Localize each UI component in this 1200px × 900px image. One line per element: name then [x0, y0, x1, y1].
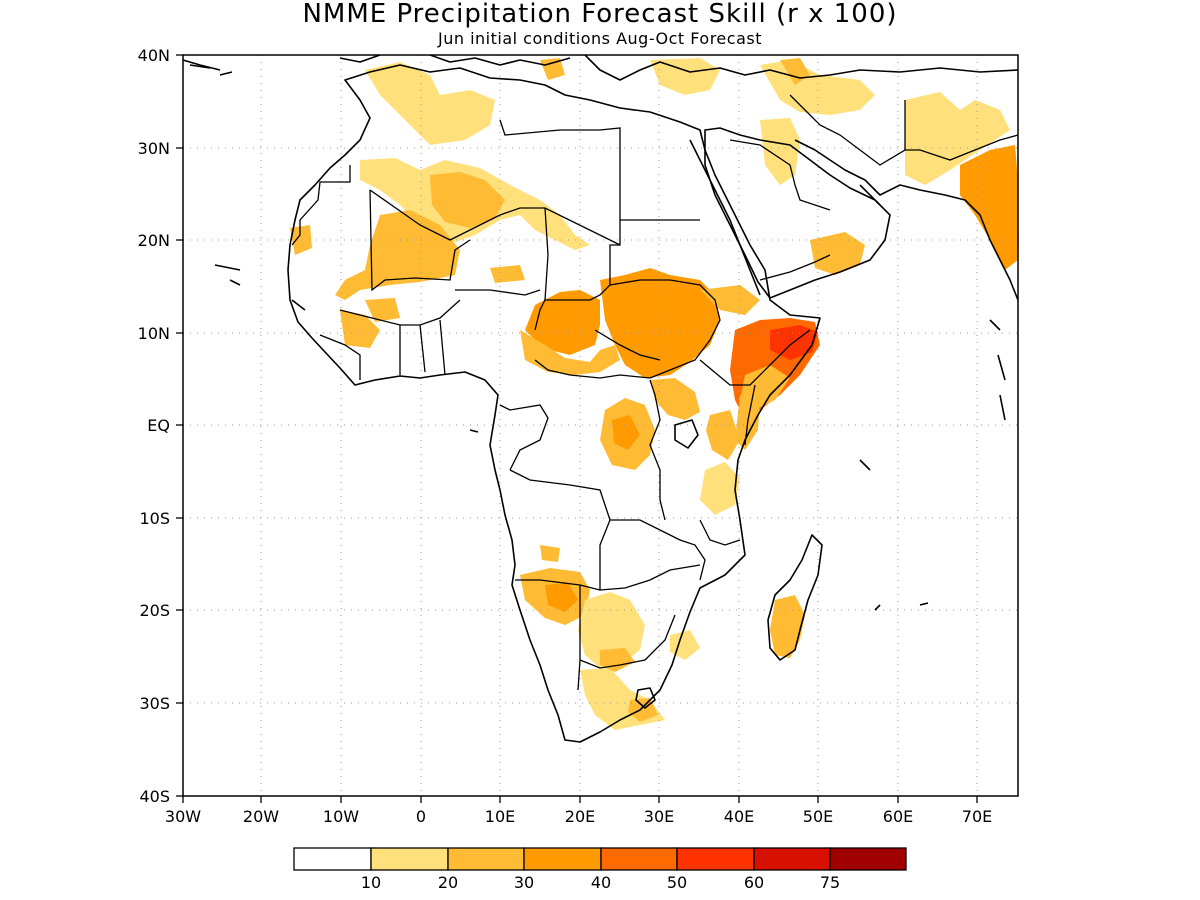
lat-tick-label: 10N: [138, 324, 170, 343]
lake-victoria: [674, 419, 699, 449]
coastlines: [183, 55, 1018, 743]
lat-tick-label: 40N: [138, 46, 170, 65]
map-title: NMME Precipitation Forecast Skill (r x 1…: [302, 0, 897, 29]
lat-tick-label: 20S: [139, 601, 170, 620]
madagascar-coastline: [767, 534, 823, 661]
skill-region-mali-niger-sahel: [810, 232, 865, 275]
skill-region-sahara-central: [430, 172, 505, 228]
lat-tick-label: 20N: [138, 231, 170, 250]
colorbar-label: 40: [591, 873, 611, 892]
lon-tick-label: 10W: [323, 807, 359, 826]
lon-tick-label: 60E: [883, 807, 913, 826]
skill-region-sahara-central: [600, 648, 635, 672]
colorbar-label: 10: [361, 873, 381, 892]
skill-region-east-africa-lakes: [650, 378, 700, 420]
lat-tick-label: 30N: [138, 139, 170, 158]
skill-region-east-africa-lakes: [706, 410, 740, 460]
skill-region-chad-cameroon: [545, 583, 578, 612]
colorbar-label: 30: [514, 873, 534, 892]
lat-tick-label: 40S: [139, 787, 170, 806]
lat-tick-label: EQ: [147, 416, 170, 435]
colorbar-swatch: [676, 847, 755, 871]
skill-region-sahara-central: [520, 330, 620, 375]
skill-region-botswana-south-africa: [578, 592, 645, 668]
colorbar-swatch: [370, 847, 449, 871]
skill-region-mediterranean-middle-east: [650, 58, 720, 95]
colorbar-label: 75: [820, 873, 840, 892]
skill-region-north-africa-algeria: [365, 62, 495, 145]
lon-tick-label: 20W: [243, 807, 279, 826]
skill-region-mali-niger-sahel: [340, 310, 380, 348]
skill-region-mali-niger-sahel: [490, 265, 525, 283]
colorbar-swatch: [293, 847, 372, 871]
lon-tick-label: 50E: [803, 807, 833, 826]
skill-region-sahara-central: [385, 245, 450, 280]
lon-tick-label: 40E: [724, 807, 754, 826]
skill-region-sahara-central: [782, 612, 800, 640]
latitude-axis: 40N 30N 20N 10N EQ 10S 20S 30S 40S: [138, 46, 183, 806]
skill-region-mediterranean-middle-east: [760, 118, 800, 185]
colorbar-swatch: [447, 847, 525, 871]
colorbar-swatch: [523, 847, 602, 871]
lon-tick-label: 20E: [565, 807, 595, 826]
lon-tick-label: 30E: [644, 807, 674, 826]
colorbar-swatch: [829, 847, 907, 871]
plot-area: [183, 55, 1018, 796]
colorbar-label: 60: [744, 873, 764, 892]
longitude-axis: 30W 20W 10W 0 10E 20E 30E 40E 50E 60E 70…: [165, 796, 992, 826]
skill-region-chad-cameroon: [620, 282, 690, 335]
country-borders: [291, 94, 1018, 691]
map-subtitle: Jun initial conditions Aug-Oct Forecast: [437, 29, 762, 48]
lat-tick-label: 30S: [139, 694, 170, 713]
skill-region-mali-niger-sahel: [540, 58, 565, 80]
asia-coastline: [794, 139, 1018, 301]
colorbar-label: 50: [667, 873, 687, 892]
skill-region-mali-niger-sahel: [365, 298, 400, 322]
africa-coastline: [287, 64, 821, 743]
skill-region-chad-cameroon: [612, 415, 640, 450]
lon-tick-label: 30W: [165, 807, 201, 826]
colorbar-label: 20: [438, 873, 458, 892]
lesotho-outline: [635, 687, 656, 709]
colorbar-swatch: [753, 847, 831, 871]
lon-tick-label: 70E: [962, 807, 992, 826]
colorbar: 10 20 30 40 50 60 75: [293, 847, 907, 892]
lat-tick-label: 10S: [139, 509, 170, 528]
skill-region-chad-cameroon: [980, 180, 1018, 240]
skill-region-mali-niger-sahel: [700, 285, 760, 315]
skill-region-tanzania: [700, 462, 740, 515]
skill-region-mali-niger-sahel: [290, 225, 312, 255]
skill-region-mediterranean-middle-east: [905, 92, 1010, 185]
skill-region-chad-cameroon: [525, 290, 600, 355]
colorbar-swatch: [600, 847, 678, 871]
lon-tick-label: 10E: [485, 807, 515, 826]
skill-region-botswana-south-africa: [670, 630, 700, 660]
skill-region-mali-niger-sahel: [540, 545, 560, 562]
europe-coastline: [183, 55, 1018, 81]
lon-tick-label: 0: [416, 807, 426, 826]
